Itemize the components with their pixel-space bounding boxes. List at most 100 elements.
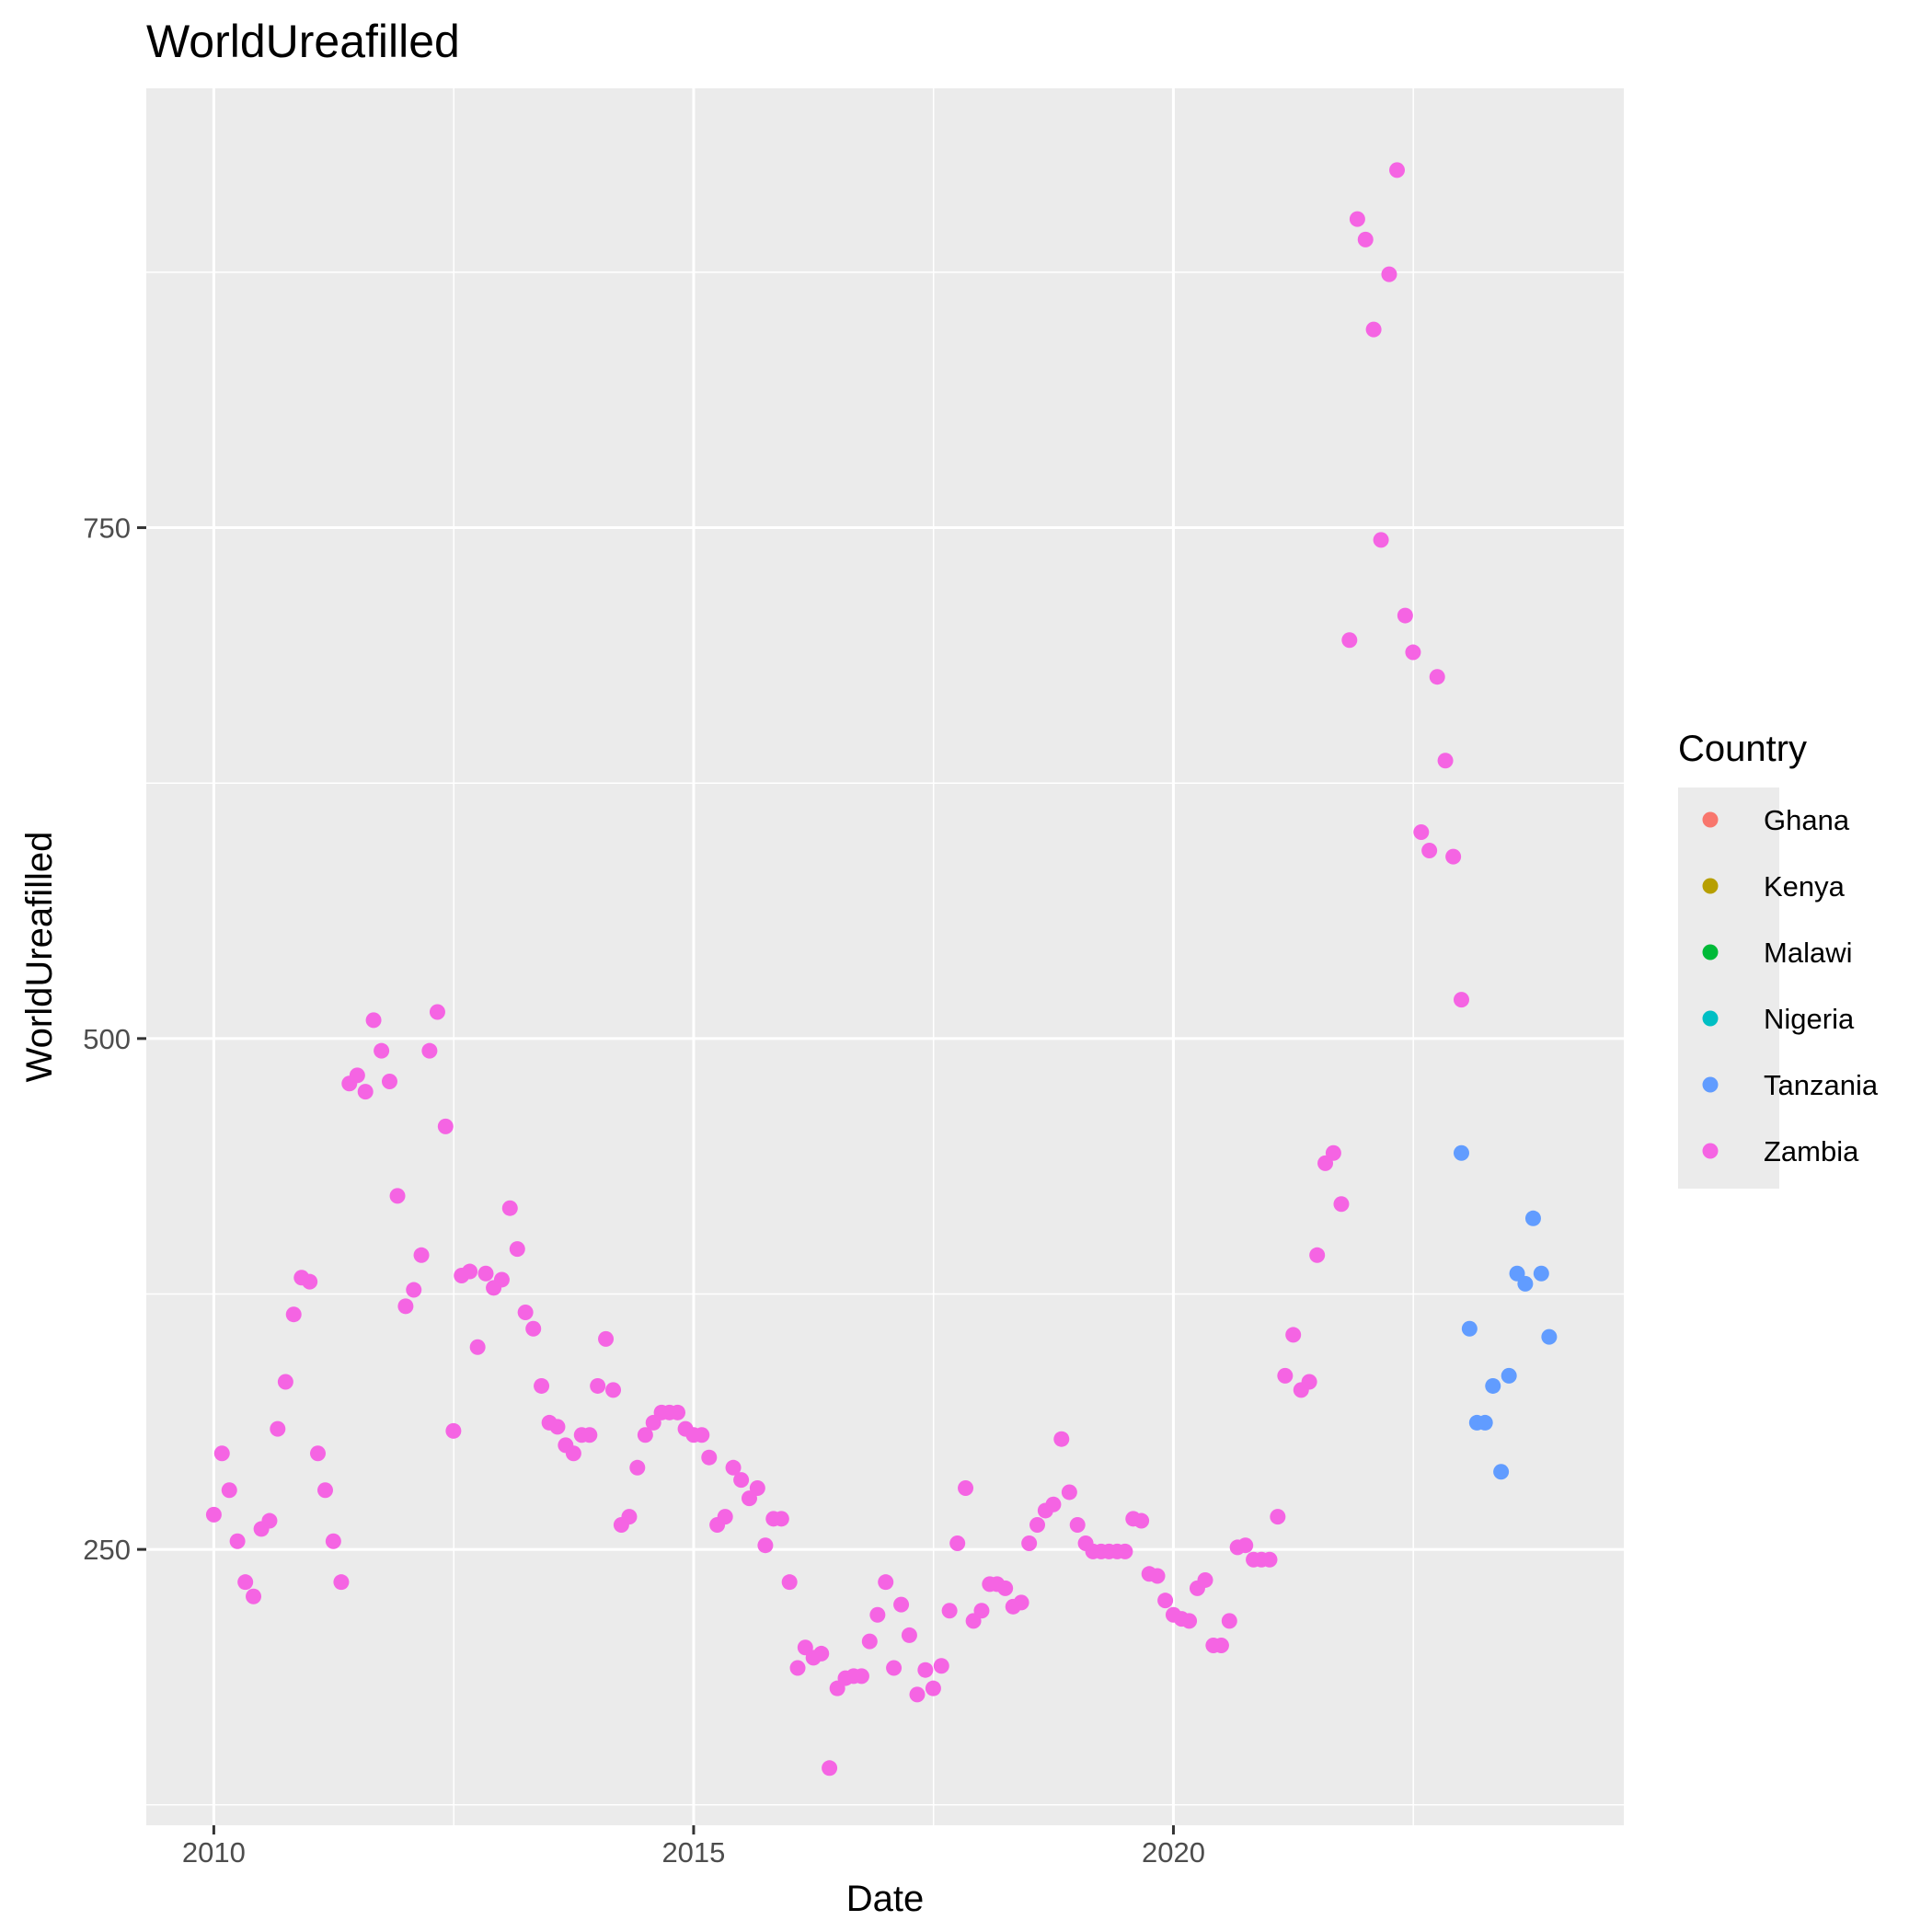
data-point-zambia: [493, 1271, 510, 1288]
data-point-zambia: [694, 1427, 710, 1443]
data-point-zambia: [1325, 1144, 1341, 1161]
data-point-zambia: [941, 1603, 958, 1619]
data-point-zambia: [1397, 607, 1413, 624]
data-point-zambia: [853, 1668, 869, 1685]
data-point-zambia: [549, 1419, 566, 1435]
legend-label-kenya: Kenya: [1764, 870, 1846, 903]
data-point-zambia: [1405, 644, 1421, 661]
data-point-tanzania: [1477, 1414, 1493, 1431]
data-point-zambia: [1197, 1571, 1213, 1588]
data-point-tanzania: [1453, 1144, 1469, 1161]
data-point-zambia: [413, 1247, 430, 1263]
data-point-zambia: [973, 1603, 990, 1619]
data-point-zambia: [525, 1320, 542, 1337]
x-axis-title: Date: [846, 1879, 925, 1919]
data-point-zambia: [1453, 992, 1469, 1008]
data-point-zambia: [1445, 848, 1462, 865]
legend-key-ghana: [1702, 811, 1719, 828]
data-point-zambia: [213, 1445, 230, 1462]
data-point-zambia: [1373, 532, 1389, 548]
legend-label-tanzania: Tanzania: [1764, 1069, 1879, 1101]
data-point-zambia: [389, 1188, 406, 1204]
data-point-zambia: [598, 1330, 615, 1347]
data-point-zambia: [462, 1263, 478, 1280]
data-point-tanzania: [1517, 1275, 1534, 1292]
data-point-zambia: [1157, 1593, 1174, 1609]
plot-panel: [146, 88, 1624, 1825]
legend-title: Country: [1678, 729, 1807, 769]
data-point-zambia: [701, 1449, 718, 1466]
data-point-zambia: [221, 1482, 237, 1499]
data-point-zambia: [261, 1512, 278, 1529]
y-tick-label: 500: [83, 1023, 131, 1055]
data-point-zambia: [1133, 1512, 1150, 1529]
data-point-zambia: [581, 1427, 598, 1443]
data-point-zambia: [781, 1574, 798, 1591]
data-point-zambia: [1053, 1431, 1070, 1447]
data-point-zambia: [1309, 1247, 1326, 1263]
data-point-zambia: [565, 1445, 581, 1462]
data-point-zambia: [997, 1580, 1014, 1596]
data-point-zambia: [1277, 1367, 1294, 1384]
data-point-zambia: [1213, 1638, 1229, 1654]
data-point-zambia: [1341, 632, 1358, 649]
legend: Country Ghana Kenya Malawi Nigeria Tanzania Z…: [1678, 729, 1879, 1189]
data-point-zambia: [1117, 1543, 1133, 1559]
tick-labels: 250 500 750 2010 2015 2020: [83, 512, 1205, 1869]
data-point-zambia: [1349, 211, 1365, 227]
data-point-zambia: [725, 1459, 742, 1476]
data-point-zambia: [1429, 669, 1445, 685]
data-point-zambia: [1381, 266, 1397, 282]
data-point-zambia: [333, 1574, 350, 1591]
data-point-zambia: [670, 1404, 686, 1420]
data-point-zambia: [205, 1506, 222, 1523]
data-point-zambia: [365, 1012, 382, 1029]
data-point-zambia: [349, 1067, 365, 1084]
data-point-zambia: [925, 1680, 941, 1696]
data-point-tanzania: [1501, 1367, 1517, 1384]
legend-label-malawi: Malawi: [1764, 937, 1852, 969]
data-point-zambia: [246, 1588, 262, 1604]
data-point-zambia: [637, 1427, 653, 1443]
legend-key-malawi: [1702, 944, 1719, 960]
data-point-zambia: [1413, 824, 1430, 841]
data-point-zambia: [901, 1627, 917, 1643]
data-point-zambia: [357, 1084, 374, 1100]
data-point-zambia: [534, 1377, 550, 1394]
legend-label-ghana: Ghana: [1764, 804, 1850, 836]
legend-key-tanzania: [1702, 1076, 1719, 1093]
major-gridlines: [146, 88, 1624, 1825]
data-point-zambia: [757, 1537, 774, 1554]
data-point-zambia: [445, 1422, 462, 1439]
data-point-zambia: [749, 1480, 765, 1497]
legend-entries: Ghana Kenya Malawi Nigeria Tanzania Zambia: [1702, 804, 1879, 1167]
data-point-zambia: [1045, 1496, 1062, 1512]
axis-ticks: [137, 526, 1175, 1834]
data-point-zambia: [277, 1374, 293, 1390]
data-point-zambia: [861, 1633, 878, 1650]
data-point-zambia: [437, 1118, 454, 1134]
data-point-zambia: [501, 1200, 518, 1216]
legend-key-kenya: [1702, 878, 1719, 894]
data-point-zambia: [317, 1482, 334, 1499]
data-point-zambia: [813, 1645, 830, 1662]
data-points: [205, 162, 1558, 1777]
data-point-zambia: [1285, 1327, 1302, 1343]
data-point-zambia: [1421, 842, 1438, 858]
data-point-tanzania: [1541, 1328, 1558, 1345]
data-point-zambia: [878, 1574, 894, 1591]
legend-label-zambia: Zambia: [1764, 1135, 1859, 1167]
data-point-zambia: [886, 1660, 903, 1676]
data-point-zambia: [310, 1445, 327, 1462]
data-point-zambia: [477, 1265, 494, 1282]
data-point-zambia: [1333, 1196, 1350, 1213]
data-point-zambia: [1301, 1374, 1317, 1390]
data-point-zambia: [397, 1298, 414, 1315]
data-point-zambia: [270, 1420, 286, 1437]
data-point-zambia: [1061, 1484, 1077, 1501]
data-point-zambia: [406, 1282, 422, 1298]
data-point-zambia: [421, 1042, 438, 1059]
data-point-zambia: [381, 1073, 397, 1089]
data-point-tanzania: [1485, 1377, 1501, 1394]
legend-key-background: [1678, 788, 1779, 1189]
